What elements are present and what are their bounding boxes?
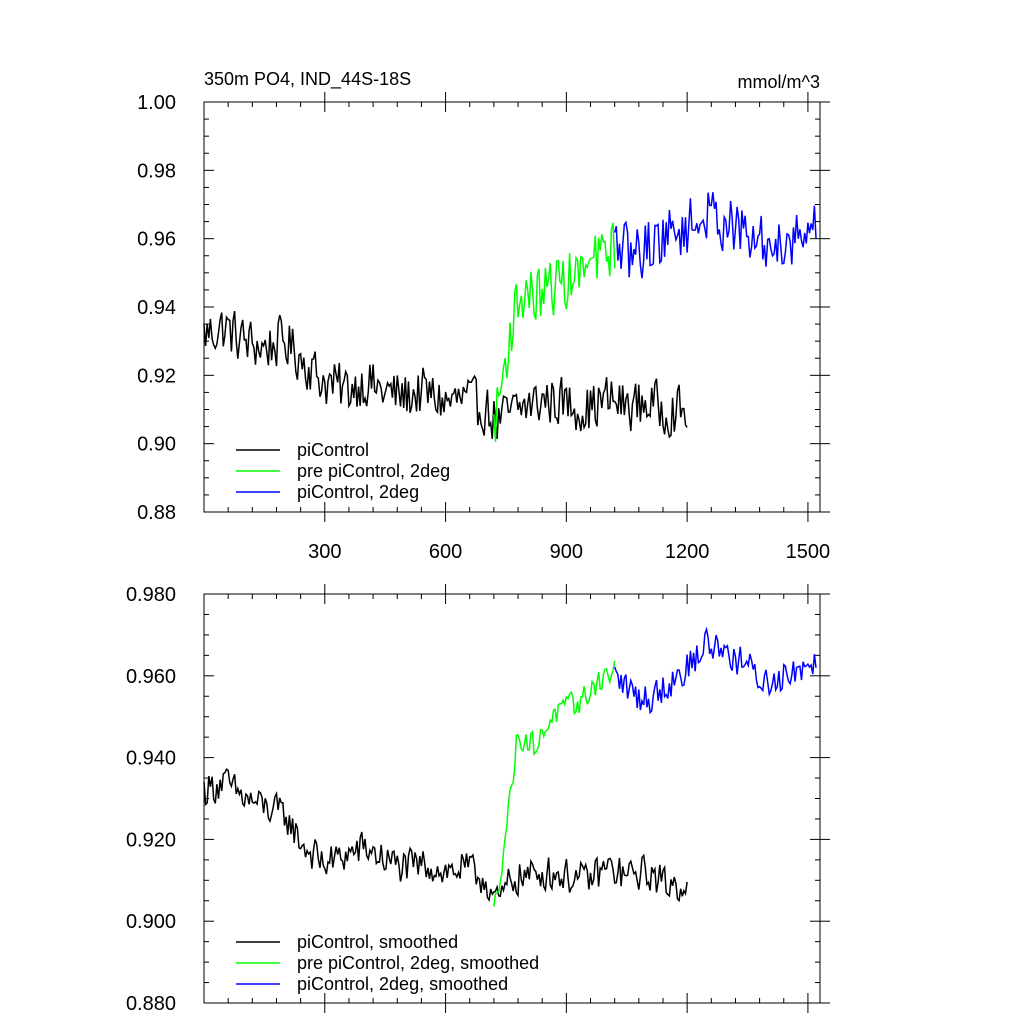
y-tick-label: 0.96 [137, 229, 176, 251]
y-tick-label: 0.90 [137, 434, 176, 456]
legend-label: piControl, 2deg, smoothed [297, 974, 508, 994]
y-tick-label: 0.92 [137, 365, 176, 387]
legend-label: piControl, 2deg [297, 482, 419, 502]
y-tick-label: 0.920 [126, 829, 176, 851]
series-line-1 [203, 768, 688, 903]
y-tick-label: 1.00 [137, 92, 176, 114]
series-line-3 [613, 192, 817, 279]
y-tick-label: 0.94 [137, 297, 176, 319]
legend-label: piControl [297, 440, 369, 460]
series-line-3 [613, 626, 817, 715]
x-tick-label: 1500 [786, 541, 831, 563]
y-tick-label: 0.900 [126, 911, 176, 933]
x-tick-label: 300 [308, 541, 341, 563]
top-panel: 300 600 900 1200 1500 0.88 0.90 0.92 0.94 0.96 0.9… [137, 92, 830, 563]
x-tick-label: 900 [550, 541, 583, 563]
y-tick-label: 0.960 [126, 666, 176, 688]
chart-title: 350m PO4, IND_44S-18S [204, 69, 411, 90]
x-tick-label: 1200 [665, 541, 710, 563]
legend-label: piControl, smoothed [297, 932, 458, 952]
units-label: mmol/m^3 [738, 72, 820, 92]
y-tick-label: 0.98 [137, 160, 176, 182]
y-tick-label: 0.980 [126, 584, 176, 606]
bottom-panel: 0.880 0.900 0.920 0.940 0.960 0.980 piControl,… [126, 584, 830, 1015]
x-tick-label: 600 [429, 541, 462, 563]
series-line-2 [493, 660, 616, 907]
series-line-1 [203, 310, 688, 439]
y-tick-label: 0.88 [137, 502, 176, 524]
legend-label: pre piControl, 2deg, smoothed [297, 953, 539, 973]
series-line-2 [493, 222, 616, 442]
y-tick-label: 0.880 [126, 993, 176, 1015]
legend-label: pre piControl, 2deg [297, 461, 450, 481]
y-tick-label: 0.940 [126, 748, 176, 770]
